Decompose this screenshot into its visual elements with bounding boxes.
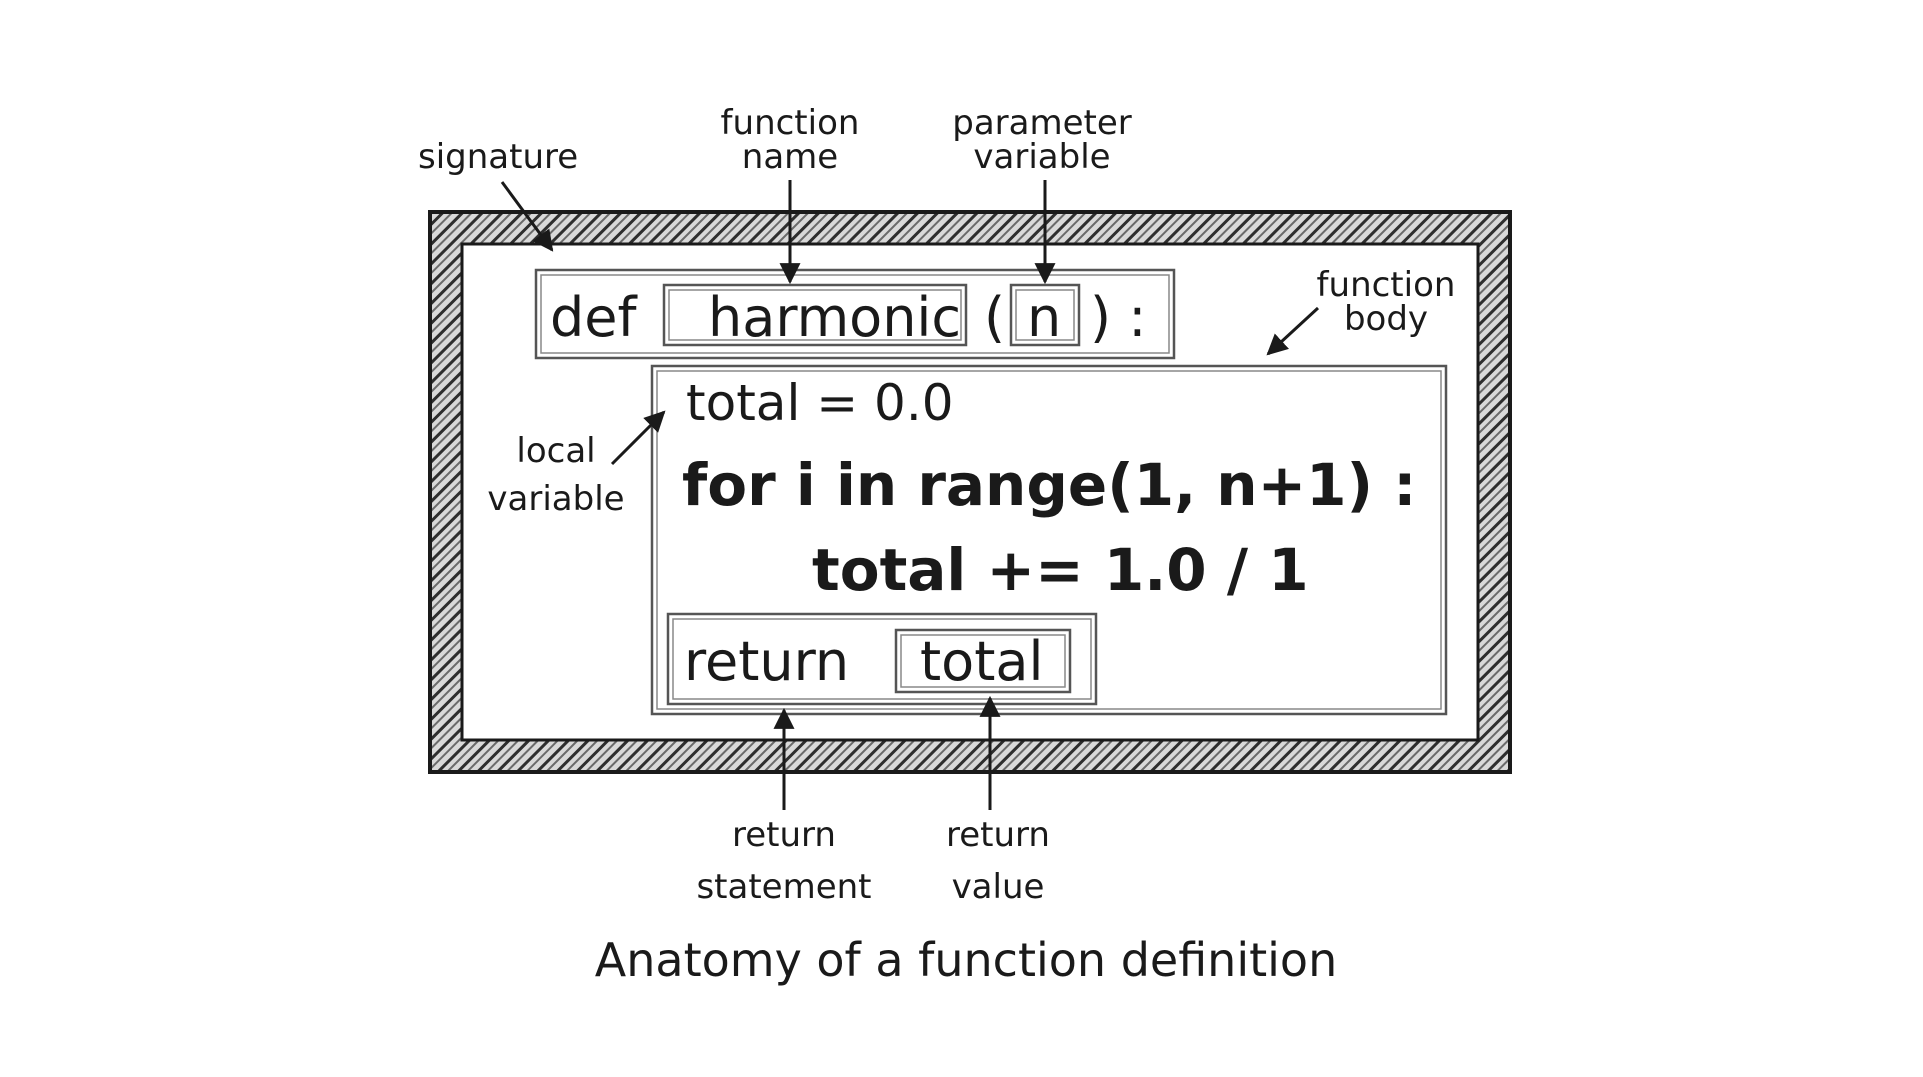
return-statement-box (666, 612, 1098, 706)
label-function-body-1: function (1317, 265, 1456, 305)
label-function-name-1: function (721, 103, 860, 143)
for-loop-line: for i in range(1, n+1) : (682, 451, 1416, 519)
label-local-variable-1: local (516, 431, 595, 471)
label-return-value-2: value (952, 867, 1045, 907)
open-paren: ( (984, 286, 1005, 349)
label-return-statement-1: return (732, 815, 836, 855)
def-keyword: def (550, 286, 639, 349)
return-value-box (894, 628, 1072, 694)
label-parameter-variable-2: variable (973, 137, 1110, 177)
label-signature: signature (418, 137, 578, 177)
label-local-variable-2: variable (487, 479, 624, 519)
arrow-local-variable (610, 410, 666, 466)
return-value: total (920, 630, 1043, 693)
return-keyword: return (684, 630, 849, 693)
label-return-value-1: return (946, 815, 1050, 855)
label-return-statement-2: statement (696, 867, 871, 907)
function-name-box (662, 283, 968, 347)
label-parameter-variable-1: parameter (952, 103, 1132, 143)
function-name: harmonic (708, 286, 961, 349)
label-function-name-2: name (742, 137, 838, 177)
parameter-name: n (1027, 286, 1061, 349)
local-variable-line: total = 0.0 (686, 374, 954, 432)
arrow-signature (500, 181, 554, 252)
outer-frame (428, 210, 1512, 774)
signature-box (534, 268, 1176, 360)
loop-body-line: total += 1.0 / 1 (812, 536, 1309, 604)
parameter-box (1009, 283, 1081, 347)
label-function-body-2: body (1344, 299, 1428, 339)
figure-caption: Anatomy of a function definition (595, 933, 1337, 987)
close-paren-colon: ) : (1090, 286, 1146, 349)
function-body-box (650, 364, 1448, 716)
arrow-function-body (1266, 306, 1320, 356)
